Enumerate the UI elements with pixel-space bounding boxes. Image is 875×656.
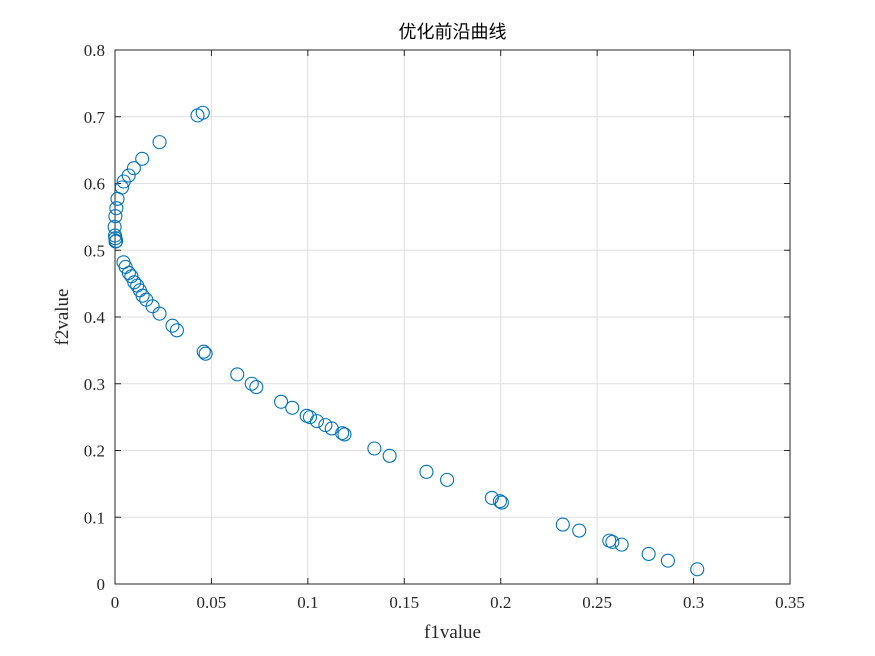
data-point (152, 306, 167, 321)
data-point (572, 523, 587, 538)
y-tick-label: 0.8 (84, 41, 105, 60)
y-tick-label: 0.6 (84, 175, 105, 194)
data-point (335, 426, 350, 441)
data-point (169, 323, 184, 338)
data-point (492, 494, 507, 509)
data-point (127, 275, 142, 290)
data-point (135, 288, 150, 303)
data-point (494, 495, 509, 510)
x-tick-label: 0.15 (389, 593, 419, 612)
x-tick-label: 0.35 (775, 593, 805, 612)
data-point (337, 427, 352, 442)
data-point (367, 441, 382, 456)
data-point (126, 161, 141, 176)
data-point (244, 376, 259, 391)
chart-title: 优化前沿曲线 (399, 22, 507, 43)
y-tick-label: 0.4 (84, 308, 106, 327)
y-tick-label: 0.7 (84, 108, 106, 127)
y-tick-label: 0.2 (84, 442, 105, 461)
y-axis-label: f2value (52, 289, 73, 346)
data-point (195, 105, 210, 120)
x-tick-label: 0.05 (197, 593, 227, 612)
data-point (108, 209, 123, 224)
data-point (109, 233, 124, 248)
data-point (318, 418, 333, 433)
x-tick-label: 0.1 (297, 593, 318, 612)
y-tick-label: 0.5 (84, 241, 105, 260)
x-tick-label: 0.2 (490, 593, 511, 612)
data-point (382, 448, 397, 463)
data-point (484, 490, 499, 505)
axes-box (114, 49, 791, 585)
data-point (555, 517, 570, 532)
data-point (198, 346, 213, 361)
axes (114, 49, 791, 585)
data-point (614, 537, 629, 552)
data-point (660, 553, 675, 568)
data-point (107, 219, 122, 234)
x-tick-label: 0 (111, 593, 120, 612)
x-tick-label: 0.3 (683, 593, 704, 612)
data-point (641, 546, 656, 562)
x-tick-label: 0.25 (582, 593, 612, 612)
data-point (196, 344, 211, 359)
data-point (690, 562, 705, 577)
y-tick-label: 0.3 (84, 375, 105, 394)
data-point (249, 380, 264, 395)
data-point (302, 410, 318, 425)
x-tick-labels: 0 0.05 0.1 0.15 0.2 0.25 0.3 0.35 (111, 593, 805, 612)
y-tick-label: 0 (97, 575, 106, 594)
data-point (110, 191, 125, 206)
x-axis-label: f1value (424, 622, 481, 643)
data-point (116, 174, 131, 189)
data-point (165, 318, 180, 333)
data-point (605, 534, 620, 549)
data-point (135, 151, 150, 166)
data-point (285, 400, 300, 415)
data-point (109, 201, 124, 216)
data-point (230, 367, 245, 382)
data-point (309, 414, 324, 429)
y-tick-labels: 0 0.1 0.2 0.3 0.4 0.5 0.6 0.7 0.8 (84, 41, 106, 594)
data-point (440, 472, 455, 487)
data-point (273, 394, 289, 409)
y-tick-label: 0.1 (84, 508, 105, 527)
data-point (419, 464, 434, 479)
data-point (152, 135, 167, 150)
data-points (107, 105, 705, 577)
